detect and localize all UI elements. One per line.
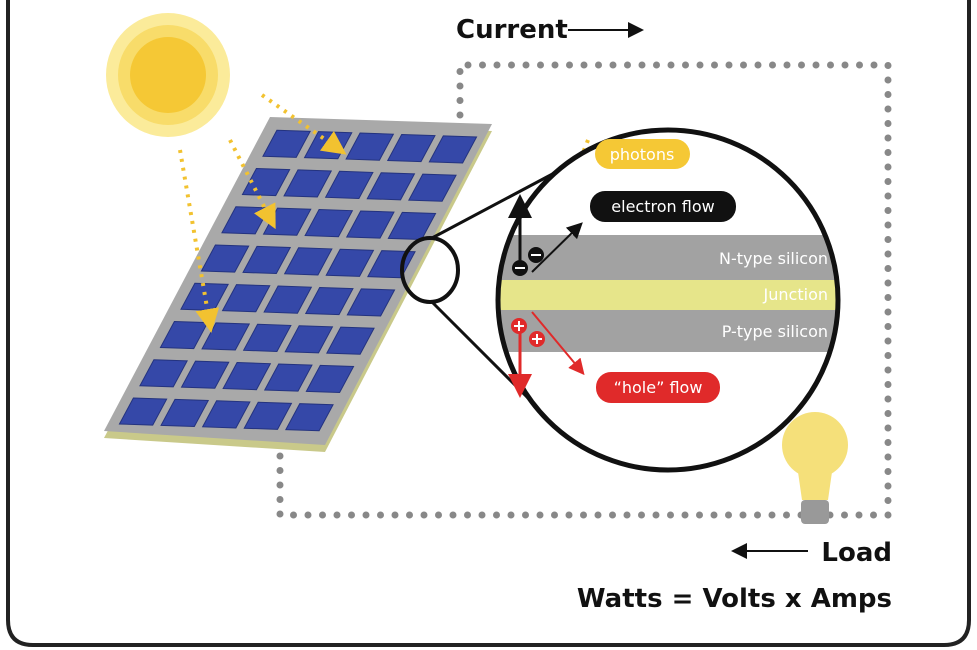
p-type-label: P-type silicon [722, 322, 828, 341]
n-type-label: N-type silicon [719, 249, 828, 268]
formula: Watts = Volts x Amps [577, 584, 892, 614]
junction-label: Junction [763, 285, 828, 304]
sun [106, 13, 230, 137]
electron-flow-label: electron flow [611, 197, 714, 216]
current-label: Current [456, 15, 568, 45]
load-label: Load [821, 538, 892, 568]
photons-label: photons [610, 145, 675, 164]
hole-flow-label: “hole” flow [614, 378, 703, 397]
solar-panel [104, 117, 492, 452]
solar-diagram: Current N-type silicon Junction P-type s… [0, 0, 977, 650]
light-bulb [782, 412, 848, 524]
